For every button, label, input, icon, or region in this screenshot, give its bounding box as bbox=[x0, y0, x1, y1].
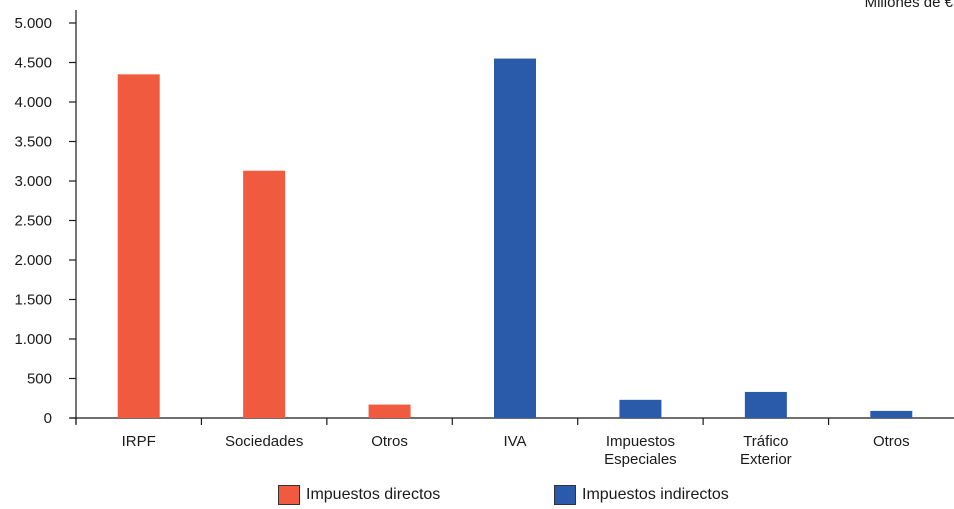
y-tick-label: 2.000 bbox=[14, 252, 52, 269]
y-tick-label: 3.500 bbox=[14, 134, 52, 151]
axes: 0 500 1.000 1.500 2.000 2.500 3.000 3.500 4.000 4… bbox=[14, 10, 954, 427]
bar-indirectos bbox=[744, 391, 787, 418]
bars bbox=[117, 58, 913, 419]
legend-item-directos: Impuestos directos bbox=[278, 485, 440, 505]
x-category-label: Exterior bbox=[740, 451, 792, 468]
legend-item-indirectos: Impuestos indirectos bbox=[554, 485, 729, 505]
unit-label: Millones de € bbox=[865, 0, 954, 11]
y-tick-label: 5.000 bbox=[14, 15, 52, 32]
legend-label-directos: Impuestos directos bbox=[306, 486, 441, 503]
y-tick-label: 4.000 bbox=[14, 94, 52, 111]
legend: Impuestos directos Impuestos indirectos bbox=[0, 485, 954, 509]
y-tick-label: 0 bbox=[44, 410, 52, 427]
x-category-label: Especiales bbox=[604, 451, 677, 468]
x-category-label: Sociedades bbox=[225, 433, 303, 450]
bar-directos bbox=[117, 74, 160, 418]
legend-label-indirectos: Impuestos indirectos bbox=[582, 486, 729, 503]
bar-indirectos bbox=[494, 58, 536, 419]
bar-directos bbox=[368, 404, 411, 418]
y-tick-label: 500 bbox=[27, 371, 52, 388]
y-tick-label: 1.000 bbox=[14, 331, 52, 348]
x-category-label: IRPF bbox=[122, 433, 156, 450]
bar-chart: Millones de € 0 500 1.000 1.500 2.000 2.500 3.… bbox=[14, 0, 954, 468]
x-category-label: IVA bbox=[503, 433, 526, 450]
y-tick-label: 3.000 bbox=[14, 173, 52, 190]
legend-swatch-indirectos bbox=[554, 485, 576, 505]
x-category-label: Otros bbox=[371, 433, 408, 450]
y-tick-label: 2.500 bbox=[14, 213, 52, 230]
x-category-label: Tráfico bbox=[743, 433, 788, 450]
legend-swatch-directos bbox=[278, 485, 300, 505]
bar-directos bbox=[243, 170, 286, 418]
labels: IRPF Sociedades Otros IVA ImpuestosEspeciale… bbox=[122, 433, 910, 468]
y-tick-label: 1.500 bbox=[14, 292, 52, 309]
bar-indirectos bbox=[870, 410, 913, 418]
x-category-label: Impuestos bbox=[606, 433, 675, 450]
y-tick-label: 4.500 bbox=[14, 55, 52, 72]
bar-indirectos bbox=[619, 399, 662, 418]
x-category-label: Otros bbox=[873, 433, 910, 450]
